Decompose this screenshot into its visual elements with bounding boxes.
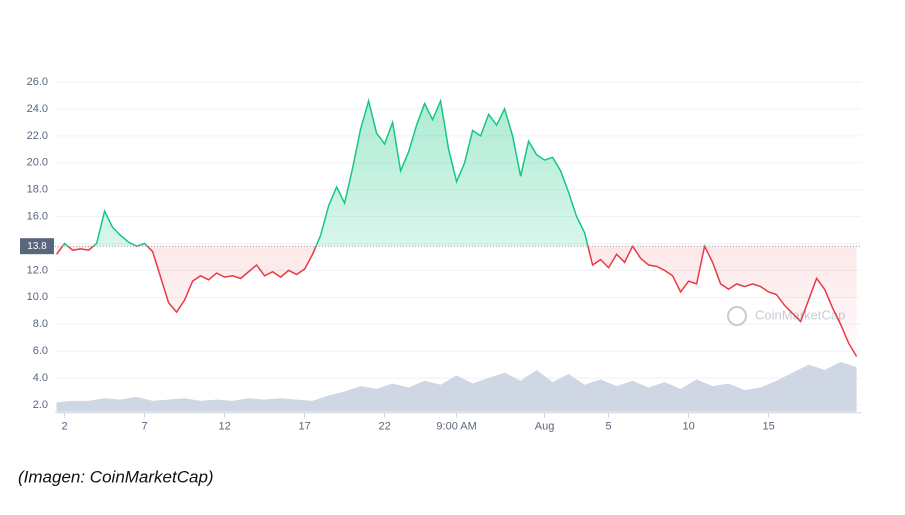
baseline-label: 13.8 [27, 241, 47, 252]
volume-area [56, 361, 857, 412]
y-tick-label: 18.0 [27, 184, 48, 196]
area-down [56, 246, 857, 357]
baseline-badge [20, 238, 54, 255]
x-tick-label: Aug [535, 421, 555, 433]
area-up [56, 100, 857, 247]
x-tick-label: 12 [218, 421, 230, 433]
x-tick-label: 2 [62, 421, 68, 433]
caption: (Imagen: CoinMarketCap) [18, 467, 214, 486]
y-tick-label: 22.0 [27, 130, 48, 142]
x-tick-label: 15 [762, 421, 774, 433]
x-tick-label: 5 [606, 421, 612, 433]
watermark-logo [727, 306, 747, 326]
x-tick-label: 10 [682, 421, 694, 433]
y-tick-label: 12.0 [27, 264, 48, 276]
y-tick-label: 6.0 [33, 345, 48, 357]
x-tick-label: 17 [298, 421, 310, 433]
y-tick-label: 16.0 [27, 210, 48, 222]
y-tick-label: 4.0 [33, 372, 48, 384]
price-line-down [55, 246, 858, 357]
y-tick-label: 10.0 [27, 291, 48, 303]
y-tick-label: 24.0 [27, 103, 48, 115]
y-tick-label: 2.0 [33, 399, 48, 411]
y-tick-label: 8.0 [33, 318, 48, 330]
x-tick-label: 22 [378, 421, 390, 433]
y-tick-label: 26.0 [27, 76, 48, 88]
x-tick-label: 9:00 AM [436, 421, 476, 433]
y-tick-label: 20.0 [27, 157, 48, 169]
x-tick-label: 7 [142, 421, 148, 433]
price-line-up [61, 97, 706, 247]
